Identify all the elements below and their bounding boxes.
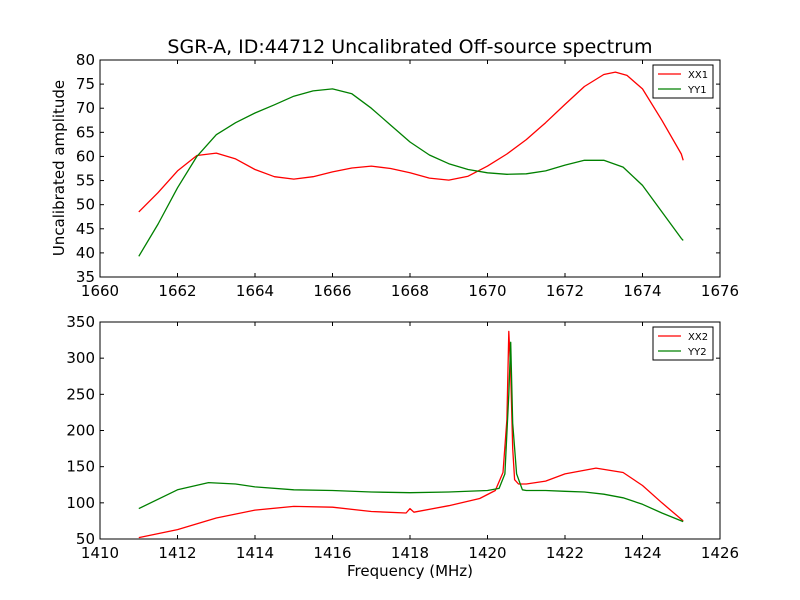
bottom-series-line-xx2 [138,330,684,539]
bottom-y-tick-label: 350 [66,313,95,331]
bottom-x-axis-label: Frequency (MHz) [347,562,473,580]
top-y-tick-label: 80 [76,51,95,69]
bottom-y-tick-label: 150 [66,458,95,476]
top-y-tick-label: 45 [76,220,95,238]
top-chart-title: SGR-A, ID:44712 Uncalibrated Off-source … [167,36,652,58]
bottom-legend-box [652,326,714,361]
top-series-line-yy1 [138,88,684,257]
bottom-x-tick-label: 1414 [236,544,274,562]
bottom-x-tick-label: 1410 [81,544,119,562]
top-legend-box [652,64,714,99]
bottom-y-tick-label: 100 [66,494,95,512]
bottom-x-tick-label: 1426 [701,544,739,562]
bottom-series-line-yy2 [138,341,684,523]
top-y-tick-label: 75 [76,75,95,93]
bottom-x-tick-label: 1418 [391,544,429,562]
bottom-y-tick-label: 50 [76,530,95,548]
bottom-y-tick-label: 250 [66,385,95,403]
top-y-tick-label: 40 [76,244,95,262]
top-x-tick-label: 1672 [546,282,584,300]
top-x-tick-label: 1668 [391,282,429,300]
bottom-y-tick-label: 300 [66,349,95,367]
top-y-tick-label: 55 [76,172,95,190]
top-x-tick-label: 1662 [158,282,196,300]
top-y-tick-label: 35 [76,268,95,286]
bottom-x-tick-label: 1422 [546,544,584,562]
top-y-tick-label: 50 [76,196,95,214]
bottom-x-tick-label: 1420 [468,544,506,562]
bottom-x-tick-label: 1424 [623,544,661,562]
bottom-plot-area: 1410 1412 1414 1416 1418 1420 1422 1424 1426 50 10… [66,313,739,562]
top-legend-label-yy1: YY1 [687,85,707,96]
top-plot-area: 1660 1662 1664 1666 1668 1670 1672 1674 1676 35 40… [76,51,739,300]
top-y-tick-label: 65 [76,123,95,141]
top-x-tick-label: 1674 [623,282,661,300]
top-x-tick-label: 1670 [468,282,506,300]
top-legend-label-xx1: XX1 [688,70,708,81]
top-series-line-xx1 [138,71,684,213]
top-subplot: SGR-A, ID:44712 Uncalibrated Off-source … [50,36,739,300]
top-y-axis-label: Uncalibrated amplitude [50,80,68,256]
top-x-tick-label: 1676 [701,282,739,300]
top-y-tick-label: 70 [76,99,95,117]
bottom-legend-label-xx2: XX2 [688,332,708,343]
bottom-y-tick-label: 200 [66,422,95,440]
bottom-x-tick-label: 1412 [158,544,196,562]
top-x-tick-label: 1660 [81,282,119,300]
bottom-subplot: Frequency (MHz) 1410 1412 1414 1416 1418 1420… [66,313,739,580]
top-x-tick-label: 1666 [313,282,351,300]
top-x-tick-label: 1664 [236,282,274,300]
bottom-x-tick-label: 1416 [313,544,351,562]
bottom-legend-label-yy2: YY2 [687,347,707,358]
top-y-tick-label: 60 [76,147,95,165]
